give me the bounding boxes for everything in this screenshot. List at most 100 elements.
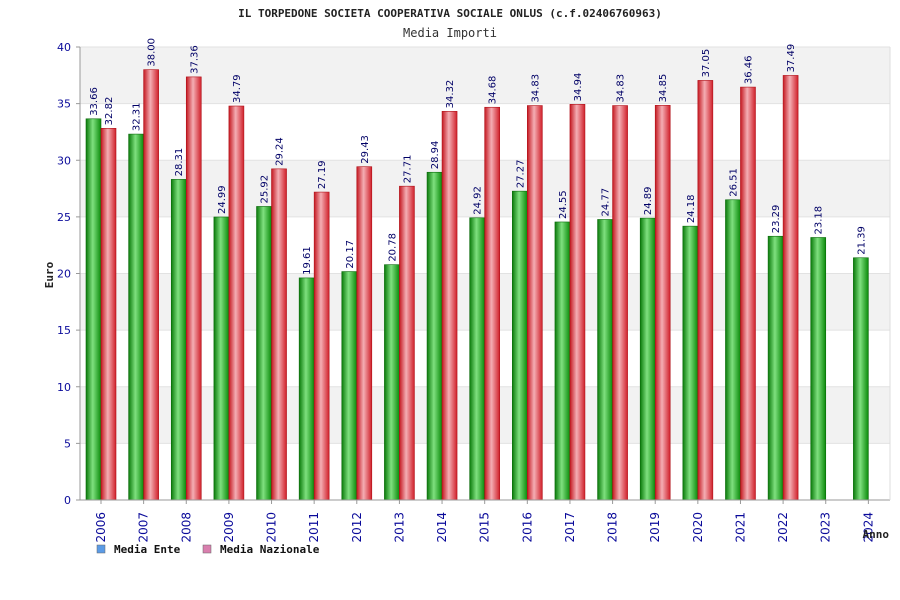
y-tick-label: 20 [57, 268, 71, 281]
chart-title: IL TORPEDONE SOCIETA COOPERATIVA SOCIALE… [238, 7, 662, 20]
data-label: 24.55 [558, 190, 569, 219]
bar-media-nazionale-2015 [484, 106, 500, 501]
bar-media-ente-2006 [85, 118, 102, 501]
chart-subtitle: Media Importi [403, 26, 497, 40]
x-tick-label: 2020 [691, 512, 705, 543]
data-label: 25.92 [260, 175, 271, 204]
x-tick-label: 2012 [350, 512, 364, 543]
bar-media-nazionale-2010 [271, 168, 287, 501]
bar-media-nazionale-2007 [143, 69, 159, 501]
y-tick-label: 5 [64, 437, 71, 450]
axes: 0 5 10 15 20 25 30 35 40 2006 2007 2008 2009 2010 2011… [57, 41, 891, 543]
data-label: 38.00 [147, 38, 158, 67]
data-label: 28.31 [174, 148, 185, 177]
x-tick-label: 2015 [478, 512, 492, 543]
bar-media-nazionale-2021 [740, 86, 756, 501]
data-label: 37.36 [189, 45, 200, 74]
data-label: 32.82 [104, 97, 115, 126]
data-label: 34.79 [232, 74, 243, 103]
x-tick-label: 2016 [520, 512, 534, 543]
bar-media-ente-2011 [298, 277, 315, 501]
x-tick-label: 2009 [222, 512, 236, 543]
bar-media-nazionale-2013 [399, 185, 415, 501]
bar-media-ente-2021 [725, 199, 741, 501]
data-label: 34.83 [530, 74, 541, 103]
x-tick-label: 2017 [563, 512, 577, 543]
data-label: 37.05 [701, 49, 712, 78]
bar-media-ente-2018 [597, 219, 613, 501]
data-label: 29.24 [275, 137, 286, 166]
data-label: 36.46 [743, 55, 754, 84]
x-tick-label: 2019 [648, 512, 662, 543]
bar-media-ente-2007 [128, 133, 144, 501]
x-tick-label: 2021 [733, 512, 747, 543]
x-tick-label: 2022 [776, 512, 790, 543]
bar-media-nazionale-2012 [356, 166, 373, 501]
bar-media-ente-2024 [853, 257, 869, 501]
bar-media-ente-2013 [384, 264, 400, 501]
x-tick-label: 2013 [392, 512, 406, 543]
bar-media-ente-2022 [767, 235, 784, 501]
x-tick-label: 2011 [307, 512, 321, 543]
x-tick-label: 2018 [606, 512, 620, 543]
data-label: 33.66 [89, 87, 100, 116]
bar-media-nazionale-2017 [569, 104, 586, 501]
bar-media-nazionale-2006 [100, 128, 117, 501]
data-label: 27.27 [515, 160, 526, 189]
bar-media-ente-2010 [256, 206, 272, 501]
bars: 33.66 32.82 32.31 38.00 28.31 37.36 24.99 34.79… [85, 38, 869, 501]
data-label: 26.51 [728, 168, 739, 197]
bar-media-ente-2015 [469, 217, 485, 501]
y-tick-label: 25 [57, 211, 71, 224]
data-label: 37.49 [786, 44, 797, 73]
x-tick-label: 2010 [265, 512, 279, 543]
data-label: 29.43 [360, 135, 371, 164]
legend-swatch [202, 544, 212, 554]
y-axis-label: Euro [43, 261, 56, 288]
data-label: 34.94 [573, 73, 584, 102]
data-label: 34.83 [616, 74, 627, 103]
legend-label: Media Ente [114, 543, 181, 556]
bar-media-nazionale-2009 [228, 105, 245, 501]
bar-media-ente-2008 [170, 179, 187, 501]
x-tick-label: 2014 [435, 512, 449, 543]
bar-media-nazionale-2014 [441, 111, 458, 501]
x-tick-label: 2007 [137, 512, 151, 543]
bar-media-nazionale-2016 [527, 105, 543, 501]
data-label: 34.32 [445, 80, 456, 109]
bar-media-ente-2016 [512, 190, 528, 501]
data-label: 24.92 [473, 186, 484, 215]
data-label: 20.17 [345, 240, 356, 269]
y-tick-label: 35 [57, 98, 71, 111]
bar-media-nazionale-2018 [612, 105, 628, 501]
legend: Media Ente Media Nazionale [96, 543, 320, 556]
bar-media-nazionale-2011 [313, 191, 330, 501]
data-label: 24.89 [643, 186, 654, 215]
bar-media-nazionale-2008 [185, 76, 202, 501]
bar-media-nazionale-2020 [697, 80, 714, 501]
data-label: 24.18 [686, 195, 697, 224]
legend-swatch [96, 544, 106, 554]
data-label: 27.71 [402, 155, 413, 184]
data-label: 24.99 [217, 185, 228, 214]
bar-media-ente-2023 [810, 237, 827, 501]
bar-media-ente-2009 [213, 216, 230, 501]
data-label: 34.68 [488, 76, 499, 105]
y-tick-label: 40 [57, 41, 71, 54]
x-tick-label: 2024 [861, 512, 875, 543]
bar-media-ente-2014 [426, 171, 443, 501]
data-label: 32.31 [132, 102, 143, 131]
y-tick-label: 0 [64, 494, 71, 507]
data-label: 20.78 [387, 233, 398, 262]
data-label: 27.19 [317, 160, 328, 189]
bar-media-nazionale-2022 [782, 75, 799, 501]
data-label: 23.18 [814, 206, 825, 235]
data-label: 24.77 [601, 188, 612, 217]
x-tick-label: 2023 [819, 512, 833, 543]
data-label: 28.94 [430, 141, 441, 170]
bar-media-ente-2017 [554, 221, 571, 501]
y-tick-label: 30 [57, 154, 71, 167]
y-tick-label: 10 [57, 381, 71, 394]
bar-media-ente-2012 [341, 271, 358, 501]
